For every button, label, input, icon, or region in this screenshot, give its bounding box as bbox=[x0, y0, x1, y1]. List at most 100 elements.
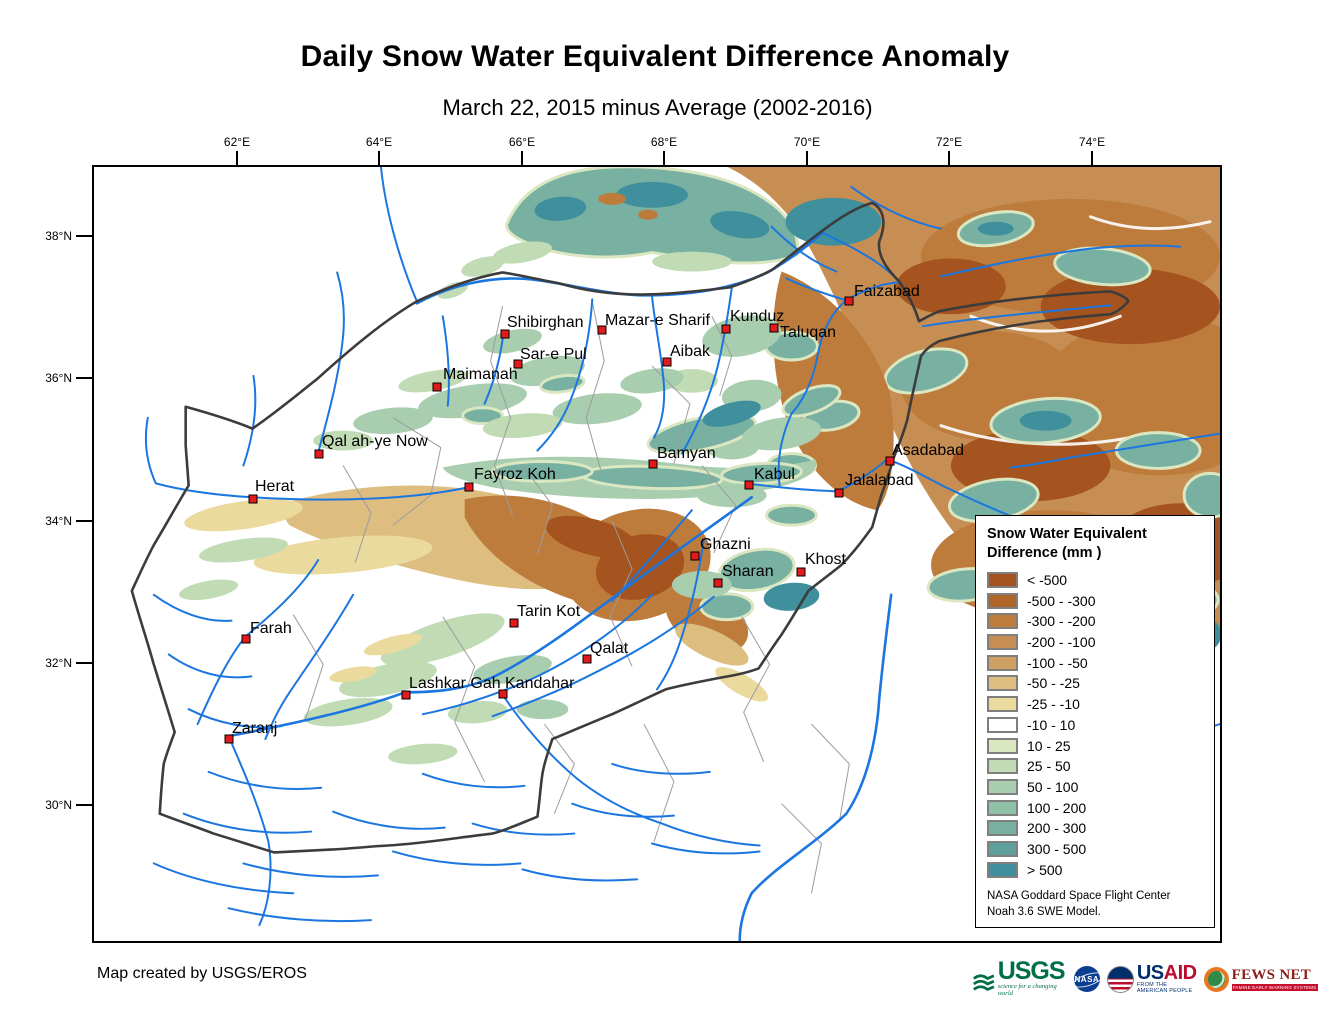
legend-entry-label: -50 - -25 bbox=[1027, 675, 1080, 692]
city-label: Aibak bbox=[670, 343, 711, 360]
latitude-tick-label: 36°N bbox=[45, 371, 72, 385]
usaid-logo: USAID FROM THE AMERICAN PEOPLE bbox=[1106, 963, 1197, 994]
tick-mark bbox=[236, 151, 238, 165]
nasa-logo: NASA bbox=[1073, 966, 1100, 992]
legend-swatch bbox=[987, 840, 1018, 857]
city-marker bbox=[582, 654, 592, 664]
legend-entry: -200 - -100 bbox=[987, 632, 1208, 653]
city-label: Farah bbox=[250, 620, 292, 637]
usgs-wave-icon bbox=[972, 974, 995, 991]
legend-swatch bbox=[987, 696, 1018, 713]
city-label: Shibirghan bbox=[507, 314, 584, 331]
legend-entry: 10 - 25 bbox=[987, 735, 1208, 756]
legend-entry-label: -25 - -10 bbox=[1027, 696, 1080, 713]
city-label: Tarin Kot bbox=[517, 603, 581, 620]
longitude-tick-label: 70°E bbox=[793, 135, 821, 149]
legend-swatch bbox=[987, 716, 1018, 733]
city-label: Lashkar Gah bbox=[409, 675, 501, 692]
city-marker bbox=[513, 359, 523, 369]
page-title: Daily Snow Water Equivalent Difference A… bbox=[300, 40, 1010, 73]
fewsnet-wordmark: FEWS NET bbox=[1231, 966, 1312, 983]
city-marker bbox=[224, 734, 234, 744]
legend-swatch bbox=[987, 758, 1018, 775]
tick-mark bbox=[76, 235, 92, 237]
legend-swatch bbox=[987, 654, 1018, 671]
legend-entry-label: > 500 bbox=[1027, 861, 1063, 878]
usgs-tagline: science for a changing world bbox=[997, 982, 1057, 997]
legend-swatch bbox=[987, 634, 1018, 651]
page-subtitle: March 22, 2015 minus Average (2002-2016) bbox=[442, 95, 873, 120]
legend-entry: -10 - 10 bbox=[987, 715, 1208, 736]
legend-entry: > 500 bbox=[987, 859, 1208, 880]
city-label: Sharan bbox=[722, 563, 774, 580]
legend-entry: -50 - -25 bbox=[987, 673, 1208, 694]
legend-swatch bbox=[987, 799, 1018, 816]
latitude-tick-label: 38°N bbox=[45, 229, 72, 243]
legend-entry: -100 - -50 bbox=[987, 652, 1208, 673]
legend-entry-label: -500 - -300 bbox=[1027, 592, 1096, 609]
city-label: Khost bbox=[805, 551, 846, 568]
city-marker bbox=[401, 690, 411, 700]
legend-entry: 200 - 300 bbox=[987, 818, 1208, 839]
city-label: Kabul bbox=[754, 466, 795, 483]
legend-swatch bbox=[987, 737, 1018, 754]
fewsnet-tagline: FAMINE EARLY WARNING SYSTEMS NETWORK bbox=[1231, 983, 1318, 991]
usaid-emblem-icon bbox=[1106, 965, 1134, 993]
legend-entry: -300 - -200 bbox=[987, 611, 1208, 632]
city-label: Zaranj bbox=[232, 720, 278, 737]
legend-entry-label: < -500 bbox=[1027, 572, 1068, 589]
legend-swatch bbox=[987, 572, 1018, 589]
city-marker bbox=[597, 325, 607, 335]
city-label: Jalalabad bbox=[845, 472, 914, 489]
legend: Snow Water Equivalent Difference (mm ) <… bbox=[975, 515, 1215, 928]
legend-entry-label: 200 - 300 bbox=[1027, 820, 1087, 837]
city-marker bbox=[498, 689, 508, 699]
longitude-tick-label: 62°E bbox=[223, 135, 251, 149]
city-marker bbox=[432, 382, 442, 392]
longitude-tick-label: 74°E bbox=[1078, 135, 1106, 149]
tick-mark bbox=[948, 151, 950, 165]
city-marker bbox=[844, 296, 854, 306]
legend-entry-label: 50 - 100 bbox=[1027, 778, 1079, 795]
tick-mark bbox=[521, 151, 523, 165]
legend-title: Snow Water Equivalent Difference (mm ) bbox=[987, 526, 1147, 561]
city-marker bbox=[744, 480, 754, 490]
city-marker bbox=[241, 634, 251, 644]
latitude-tick-label: 32°N bbox=[45, 656, 72, 670]
legend-entry-label: 10 - 25 bbox=[1027, 737, 1071, 754]
city-label: Fayroz Koh bbox=[474, 466, 556, 483]
latitude-tick-label: 30°N bbox=[45, 798, 72, 812]
city-marker bbox=[721, 324, 731, 334]
nasa-wordmark: NASA bbox=[1074, 974, 1100, 984]
city-label: Asadabad bbox=[892, 442, 965, 459]
city-marker bbox=[885, 456, 895, 466]
latitude-tick-label: 34°N bbox=[45, 514, 72, 528]
legend-entry-label: 25 - 50 bbox=[1027, 758, 1071, 775]
usaid-tagline: FROM THE AMERICAN PEOPLE bbox=[1136, 982, 1193, 994]
city-label: Maimanah bbox=[443, 366, 518, 383]
legend-entry-label: 100 - 200 bbox=[1027, 799, 1087, 816]
agency-logos: USGS science for a changing world NASA U… bbox=[972, 953, 1318, 1005]
tick-mark bbox=[76, 804, 92, 806]
city-marker bbox=[834, 488, 844, 498]
city-marker bbox=[690, 551, 700, 561]
legend-entry: 50 - 100 bbox=[987, 777, 1208, 798]
city-marker bbox=[713, 578, 723, 588]
legend-entry-label: -200 - -100 bbox=[1027, 634, 1096, 651]
legend-entry: -25 - -10 bbox=[987, 694, 1208, 715]
longitude-tick-label: 64°E bbox=[365, 135, 393, 149]
city-label: Kandahar bbox=[505, 675, 575, 692]
longitude-tick-label: 66°E bbox=[508, 135, 536, 149]
legend-entry: 100 - 200 bbox=[987, 797, 1208, 818]
legend-entry: < -500 bbox=[987, 570, 1208, 591]
legend-entry-label: -10 - 10 bbox=[1027, 716, 1076, 733]
city-label: Bamyan bbox=[657, 445, 716, 462]
city-marker bbox=[796, 567, 806, 577]
city-label: Taluqan bbox=[780, 324, 837, 341]
city-label: Sar-e Pul bbox=[520, 346, 587, 363]
tick-mark bbox=[76, 377, 92, 379]
city-marker bbox=[248, 494, 258, 504]
usgs-wordmark: USGS bbox=[997, 957, 1066, 986]
city-label: Kunduz bbox=[730, 308, 785, 325]
